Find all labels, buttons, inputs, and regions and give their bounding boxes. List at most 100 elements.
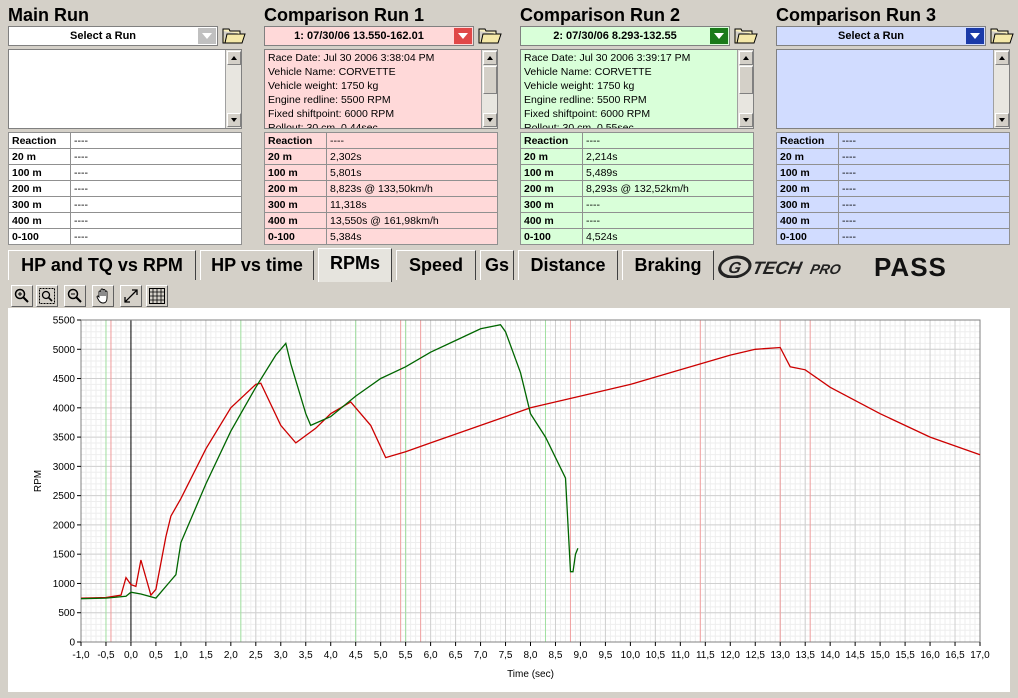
result-row: 100 m ----: [8, 164, 242, 181]
scroll-up-icon[interactable]: [995, 51, 1009, 65]
run-title: Comparison Run 3: [776, 5, 937, 25]
grid-button[interactable]: [146, 285, 168, 307]
y-tick-label: 1500: [53, 550, 76, 561]
gtech-pro-pass-logo: G TECH PRO PASS: [718, 252, 947, 278]
zoom-fit-button[interactable]: [120, 285, 142, 307]
result-row: 100 m 5,489s: [520, 164, 754, 181]
y-tick-label: 0: [69, 638, 75, 649]
run-info-line: Rollout: 30 cm, 0.55sec: [524, 122, 634, 129]
chevron-down-icon[interactable]: [710, 28, 728, 44]
result-label: 0-100: [520, 228, 583, 245]
y-tick-label: 4000: [53, 403, 76, 414]
result-value: ----: [70, 212, 242, 229]
result-row: 20 m 2,302s: [264, 148, 498, 165]
rpm-chart[interactable]: -1,0 -0,5 0,0 0,5 1,0 1,5 2,0 2,5 3,0 3,5 4,0 4,5 5,…: [8, 308, 1010, 692]
tab-rpms[interactable]: RPMs: [318, 248, 392, 282]
result-label: 100 m: [520, 164, 583, 181]
result-label: 100 m: [776, 164, 839, 181]
result-row: 20 m ----: [8, 148, 242, 165]
info-scrollbar[interactable]: [481, 50, 497, 128]
result-label: Reaction: [520, 132, 583, 149]
x-tick-label: 3,5: [299, 650, 313, 661]
open-folder-icon[interactable]: [989, 27, 1015, 45]
result-row: 300 m 11,318s: [264, 196, 498, 213]
result-value: ----: [70, 164, 242, 181]
result-label: 400 m: [520, 212, 583, 229]
run-title: Main Run: [8, 5, 89, 25]
info-scrollbar[interactable]: [737, 50, 753, 128]
open-folder-icon[interactable]: [477, 27, 503, 45]
run-select-dropdown[interactable]: 1: 07/30/06 13.550-162.01: [264, 26, 474, 46]
result-value: ----: [838, 132, 1010, 149]
run-select-dropdown[interactable]: Select a Run: [8, 26, 218, 46]
x-tick-label: 7,0: [474, 650, 488, 661]
y-tick-label: 3000: [53, 462, 76, 473]
open-folder-icon[interactable]: [733, 27, 759, 45]
scroll-thumb[interactable]: [739, 66, 753, 94]
rpm-chart-svg: -1,0 -0,5 0,0 0,5 1,0 1,5 2,0 2,5 3,0 3,5 4,0 4,5 5,…: [33, 316, 990, 681]
result-value: ----: [582, 196, 754, 213]
scroll-up-icon[interactable]: [227, 51, 241, 65]
result-row: 200 m ----: [8, 180, 242, 197]
x-tick-label: 1,0: [174, 650, 188, 661]
tab-distance[interactable]: Distance: [518, 250, 618, 280]
y-tick-label: 5000: [53, 345, 76, 356]
run-info-line: Vehicle weight: 1750 kg: [268, 80, 379, 92]
chevron-down-icon[interactable]: [454, 28, 472, 44]
y-tick-label: 2000: [53, 520, 76, 531]
run-select-value: 1: 07/30/06 13.550-162.01: [294, 30, 424, 42]
run-title: Comparison Run 1: [264, 5, 425, 25]
scroll-up-icon[interactable]: [739, 51, 753, 65]
info-scrollbar[interactable]: [993, 50, 1009, 128]
x-tick-label: 12,0: [721, 650, 741, 661]
tab-speed[interactable]: Speed: [396, 250, 476, 280]
run-panel-1: Comparison Run 1 1: 07/30/06 13.550-162.…: [264, 4, 504, 245]
scroll-down-icon[interactable]: [227, 113, 241, 127]
info-scrollbar[interactable]: [225, 50, 241, 128]
x-tick-label: 13,5: [795, 650, 815, 661]
scroll-down-icon[interactable]: [995, 113, 1009, 127]
result-value: ----: [582, 212, 754, 229]
result-row: 400 m 13,550s @ 161,98km/h: [264, 212, 498, 229]
result-value: 2,214s: [582, 148, 754, 165]
x-tick-label: 1,5: [199, 650, 213, 661]
results-table: Reaction ---- 20 m ---- 100 m ---- 200 m ---- 30…: [776, 132, 1010, 245]
scroll-thumb[interactable]: [483, 66, 497, 94]
result-value: ----: [838, 164, 1010, 181]
chevron-down-icon[interactable]: [198, 28, 216, 44]
zoom-rect-button[interactable]: [36, 285, 58, 307]
x-tick-label: 8,0: [524, 650, 538, 661]
zoom-out-icon: [67, 288, 82, 303]
zoom-out-button[interactable]: [64, 285, 86, 307]
result-label: Reaction: [776, 132, 839, 149]
scroll-up-icon[interactable]: [483, 51, 497, 65]
scroll-down-icon[interactable]: [739, 113, 753, 127]
x-tick-label: 11,0: [671, 650, 690, 661]
pan-button[interactable]: [92, 285, 114, 307]
x-tick-label: 3,0: [274, 650, 288, 661]
tab-hp-vs-time[interactable]: HP vs time: [200, 250, 314, 280]
result-row: 100 m ----: [776, 164, 1010, 181]
run-info-line: Race Date: Jul 30 2006 3:38:04 PM: [268, 52, 435, 64]
zoom-in-button[interactable]: [11, 285, 33, 307]
run-title: Comparison Run 2: [520, 5, 681, 25]
run-select-dropdown[interactable]: 2: 07/30/06 8.293-132.55: [520, 26, 730, 46]
result-row: 200 m 8,823s @ 133,50km/h: [264, 180, 498, 197]
result-label: 20 m: [520, 148, 583, 165]
chevron-down-icon[interactable]: [966, 28, 984, 44]
run-panel-0: Main Run Select a Run Reaction ---- 20 m --…: [8, 4, 248, 245]
result-row: 0-100 5,384s: [264, 228, 498, 245]
x-tick-label: 4,0: [324, 650, 338, 661]
run-select-dropdown[interactable]: Select a Run: [776, 26, 986, 46]
logo-brand-text: TECH: [750, 258, 804, 278]
tab-braking[interactable]: Braking: [622, 250, 714, 280]
result-row: 400 m ----: [776, 212, 1010, 229]
grid-icon: [149, 288, 165, 304]
tab-hp-and-tq-vs-rpm[interactable]: HP and TQ vs RPM: [8, 250, 196, 280]
scroll-down-icon[interactable]: [483, 113, 497, 127]
tab-gs[interactable]: Gs: [480, 250, 514, 280]
open-folder-icon[interactable]: [221, 27, 247, 45]
logo-product-text: PASS: [874, 252, 947, 278]
svg-text:G: G: [727, 259, 744, 277]
run-info-line: Vehicle weight: 1750 kg: [524, 80, 635, 92]
